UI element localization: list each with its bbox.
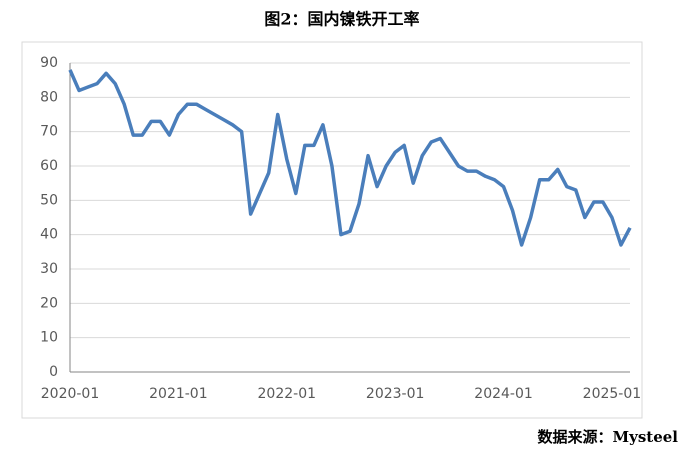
y-tick-label: 10	[40, 330, 58, 346]
chart-frame	[21, 41, 643, 419]
y-tick-label: 20	[40, 295, 58, 311]
y-tick-label: 80	[40, 89, 58, 105]
x-tick-label: 2024-01	[474, 386, 533, 402]
source-note: 数据来源：Mysteel	[538, 428, 679, 446]
x-tick-label: 2021-01	[149, 386, 208, 402]
chart-title: 图2：国内镍铁开工率	[264, 10, 419, 29]
x-tick-label: 2023-01	[366, 386, 425, 402]
x-tick-label: 2025-01	[583, 386, 642, 402]
x-tick-label: 2020-01	[41, 386, 100, 402]
data-line	[68, 69, 632, 247]
y-tick-label: 0	[49, 364, 58, 380]
y-tick-label: 60	[40, 158, 58, 174]
y-tick-label: 40	[40, 227, 58, 243]
y-tick-label: 70	[40, 124, 58, 140]
y-tick-label: 30	[40, 261, 58, 277]
y-tick-label: 90	[40, 55, 58, 71]
x-tick-label: 2022-01	[258, 386, 317, 402]
y-tick-label: 50	[40, 192, 58, 208]
